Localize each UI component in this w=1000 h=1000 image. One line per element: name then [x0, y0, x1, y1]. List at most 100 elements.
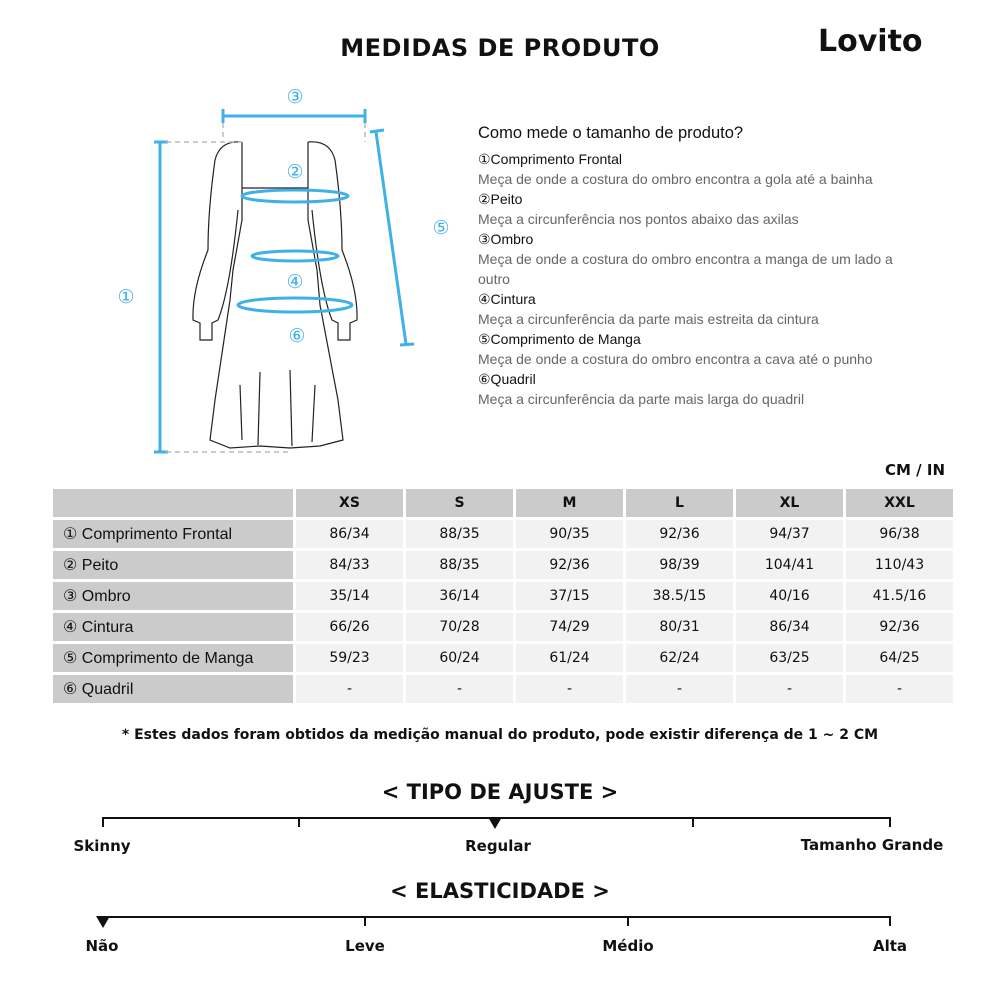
table-cell: 70/28: [406, 613, 513, 641]
table-cell: 88/35: [406, 551, 513, 579]
row-label: ⑥ Quadril: [53, 675, 293, 703]
instruction-name: ③Ombro: [478, 231, 534, 247]
tick: [364, 916, 366, 926]
table-cell: 61/24: [516, 644, 623, 672]
row-label: ② Peito: [53, 551, 293, 579]
table-cell: 64/25: [846, 644, 953, 672]
size-header: XXL: [846, 489, 953, 517]
table-row: ④ Cintura 66/26 70/28 74/29 80/31 86/34 92/36: [53, 613, 953, 641]
fit-type-title: < TIPO DE AJUSTE >: [381, 780, 619, 804]
instruction-desc: Meça a circunferência da parte mais estr…: [478, 311, 819, 327]
dress-measurement-diagram: ① ② ③ ④ ⑤ ⑥: [117, 86, 450, 454]
instruction-name: ④Cintura: [478, 291, 536, 307]
elasticity-marker-icon: [96, 916, 110, 928]
label-2: ②: [286, 161, 303, 183]
table-cell: -: [406, 675, 513, 703]
table-cell: 92/36: [626, 520, 733, 548]
table-cell: 86/34: [296, 520, 403, 548]
dress-outline: [192, 141, 358, 449]
brand-logo: Lovito: [818, 24, 923, 59]
size-header: L: [626, 489, 733, 517]
label-3: ③: [286, 86, 303, 108]
table-cell: -: [846, 675, 953, 703]
row-label: ⑤ Comprimento de Manga: [53, 644, 293, 672]
table-row: ⑤ Comprimento de Manga 59/23 60/24 61/24 62/…: [53, 644, 953, 672]
row-label: ① Comprimento Frontal: [53, 520, 293, 548]
instruction-name: ②Peito: [478, 191, 523, 207]
table-cell: 40/16: [736, 582, 843, 610]
table-row: ⑥ Quadril - - - - - -: [53, 675, 953, 703]
elasticity-title: < ELASTICIDADE >: [390, 879, 610, 903]
tick: [627, 916, 629, 926]
table-cell: 104/41: [736, 551, 843, 579]
instructions-heading: Como mede o tamanho de produto?: [478, 124, 744, 142]
table-cell: 37/15: [516, 582, 623, 610]
size-table: XS S M L XL XXL ① Comprimento Frontal 86/34 88/…: [50, 486, 956, 706]
table-cell: 59/23: [296, 644, 403, 672]
table-row: ① Comprimento Frontal 86/34 88/35 90/35 92/3…: [53, 520, 953, 548]
fit-marker-icon: [488, 817, 502, 829]
fit-label-skinny: Skinny: [73, 837, 131, 855]
tick: [889, 916, 891, 926]
size-header: XL: [736, 489, 843, 517]
table-cell: -: [296, 675, 403, 703]
table-cell: 74/29: [516, 613, 623, 641]
instruction-desc: Meça de onde a costura do ombro encontra…: [478, 171, 873, 187]
label-5: ⑤: [432, 217, 449, 239]
tick: [298, 817, 300, 827]
table-row: ③ Ombro 35/14 36/14 37/15 38.5/15 40/16 41.5/1…: [53, 582, 953, 610]
table-row: ② Peito 84/33 88/35 92/36 98/39 104/41 110/43: [53, 551, 953, 579]
table-cell: 86/34: [736, 613, 843, 641]
fit-label-large: Tamanho Grande: [800, 836, 944, 854]
table-cell: 96/38: [846, 520, 953, 548]
instruction-desc: Meça de onde a costura do ombro encontra…: [478, 251, 893, 287]
table-cell: 90/35: [516, 520, 623, 548]
size-header: M: [516, 489, 623, 517]
instruction-desc: Meça a circunferência nos pontos abaixo …: [478, 211, 799, 227]
measurement-lines: [154, 109, 415, 454]
table-cell: 92/36: [846, 613, 953, 641]
table-cell: 98/39: [626, 551, 733, 579]
instruction-name: ⑥Quadril: [478, 371, 536, 387]
table-cell: 38.5/15: [626, 582, 733, 610]
size-header: XS: [296, 489, 403, 517]
table-cell: 84/33: [296, 551, 403, 579]
table-cell: 36/14: [406, 582, 513, 610]
table-cell: 66/26: [296, 613, 403, 641]
label-6: ⑥: [288, 325, 305, 347]
disclaimer-note: * Estes dados foram obtidos da medição m…: [121, 727, 879, 743]
tick: [102, 817, 104, 827]
label-1: ①: [117, 286, 134, 308]
instruction-name: ⑤Comprimento de Manga: [478, 331, 641, 347]
table-cell: 94/37: [736, 520, 843, 548]
instruction-desc: Meça de onde a costura do ombro encontra…: [478, 351, 873, 367]
measurement-instructions: Como mede o tamanho de produto? ①Comprim…: [478, 124, 948, 409]
row-label: ③ Ombro: [53, 582, 293, 610]
table-cell: -: [516, 675, 623, 703]
table-cell: 110/43: [846, 551, 953, 579]
table-cell: 35/14: [296, 582, 403, 610]
table-cell: 92/36: [516, 551, 623, 579]
header-blank: [53, 489, 293, 517]
table-cell: 60/24: [406, 644, 513, 672]
table-cell: 62/24: [626, 644, 733, 672]
row-label: ④ Cintura: [53, 613, 293, 641]
size-header: S: [406, 489, 513, 517]
table-cell: 88/35: [406, 520, 513, 548]
unit-label: CM / IN: [885, 461, 945, 479]
page-title: MEDIDAS DE PRODUTO: [340, 34, 660, 62]
label-4: ④: [286, 271, 303, 293]
table-cell: -: [736, 675, 843, 703]
fit-label-regular: Regular: [465, 837, 531, 855]
table-cell: 41.5/16: [846, 582, 953, 610]
elasticity-label-medium: Médio: [602, 937, 654, 955]
table-cell: 80/31: [626, 613, 733, 641]
elasticity-label-none: Não: [85, 937, 119, 955]
elasticity-scale-line: [102, 916, 891, 918]
elasticity-label-light: Leve: [345, 937, 385, 955]
table-cell: -: [626, 675, 733, 703]
tick: [889, 817, 891, 827]
tick: [692, 817, 694, 827]
instruction-desc: Meça a circunferência da parte mais larg…: [478, 391, 805, 407]
